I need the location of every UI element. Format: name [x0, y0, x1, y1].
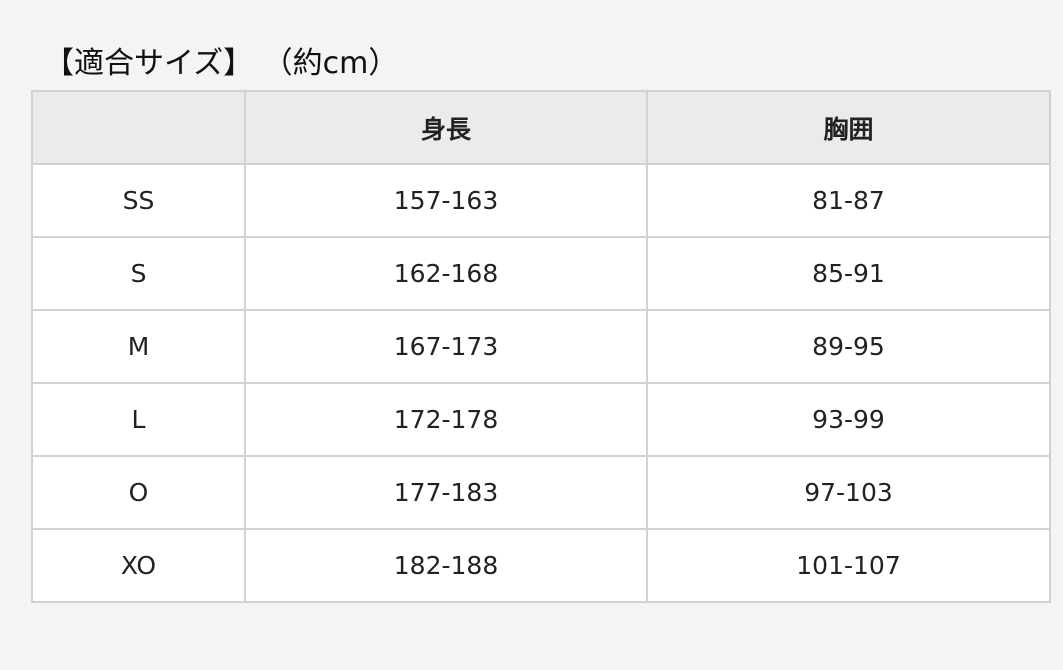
- cell-size: O: [31, 455, 246, 530]
- cell-chest: 85-91: [646, 236, 1051, 311]
- cell-chest: 93-99: [646, 382, 1051, 457]
- table-row: L 172-178 93-99: [31, 382, 1051, 457]
- size-table: 身長 胸囲 SS 157-163 81-87 S 162-168 85-91 M 167-17…: [31, 90, 1051, 603]
- cell-size: XO: [31, 528, 246, 603]
- cell-size: S: [31, 236, 246, 311]
- table-header-row: 身長 胸囲: [31, 90, 1051, 165]
- cell-height: 167-173: [244, 309, 648, 384]
- cell-height: 162-168: [244, 236, 648, 311]
- table-row: M 167-173 89-95: [31, 309, 1051, 384]
- table-row: XO 182-188 101-107: [31, 528, 1051, 603]
- table-row: O 177-183 97-103: [31, 455, 1051, 530]
- cell-height: 177-183: [244, 455, 648, 530]
- cell-height: 157-163: [244, 163, 648, 238]
- header-height: 身長: [244, 90, 648, 165]
- table-row: S 162-168 85-91: [31, 236, 1051, 311]
- cell-chest: 89-95: [646, 309, 1051, 384]
- cell-size: L: [31, 382, 246, 457]
- table-row: SS 157-163 81-87: [31, 163, 1051, 238]
- cell-size: M: [31, 309, 246, 384]
- header-size: [31, 90, 246, 165]
- header-chest: 胸囲: [646, 90, 1051, 165]
- page-title: 【適合サイズ】 （約cm）: [44, 46, 399, 81]
- cell-size: SS: [31, 163, 246, 238]
- cell-chest: 81-87: [646, 163, 1051, 238]
- cell-height: 182-188: [244, 528, 648, 603]
- cell-chest: 101-107: [646, 528, 1051, 603]
- cell-height: 172-178: [244, 382, 648, 457]
- cell-chest: 97-103: [646, 455, 1051, 530]
